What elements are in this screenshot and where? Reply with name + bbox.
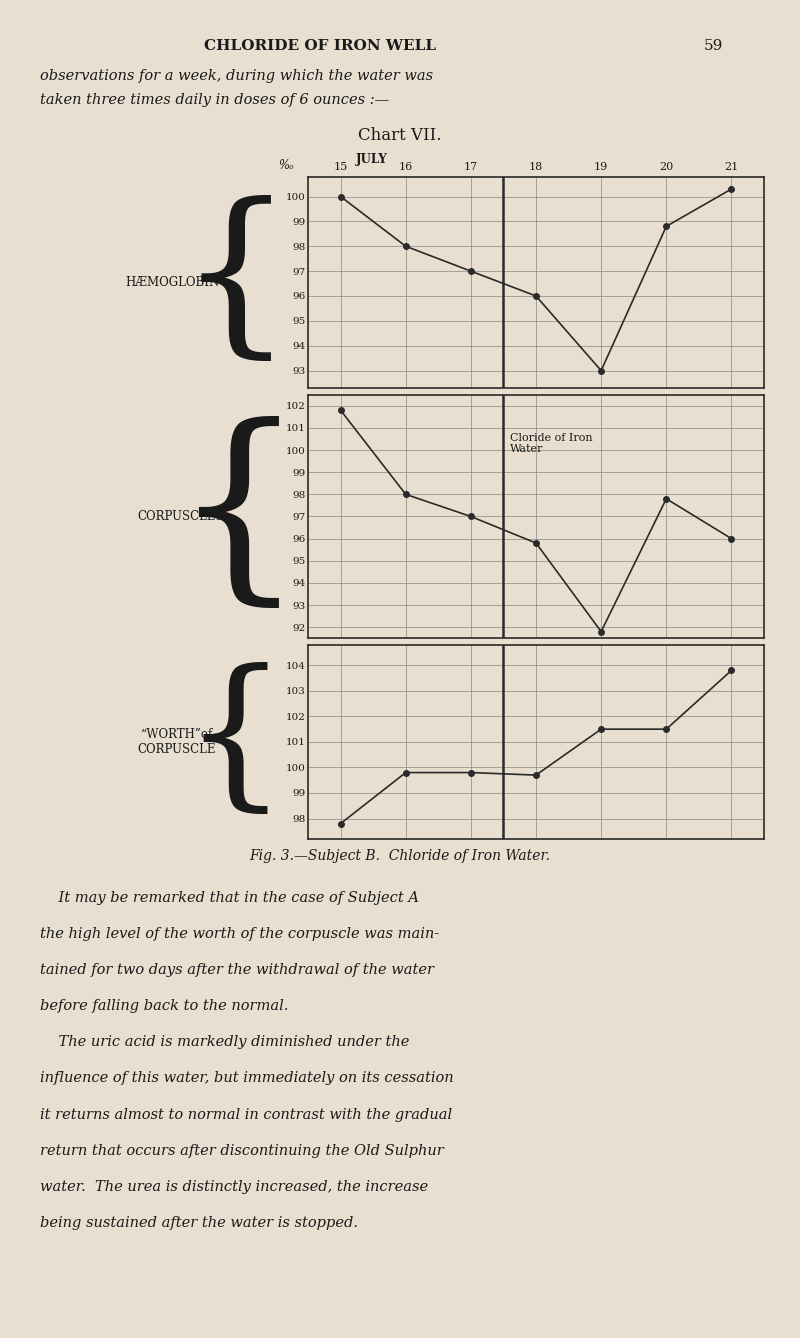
Text: The uric acid is markedly diminished under the: The uric acid is markedly diminished und… (40, 1036, 410, 1049)
Text: the high level of the worth of the corpuscle was main-: the high level of the worth of the corpu… (40, 927, 439, 941)
Text: influence of this water, but immediately on its cessation: influence of this water, but immediately… (40, 1072, 454, 1085)
Text: Cloride of Iron
Water: Cloride of Iron Water (510, 432, 593, 454)
Text: it returns almost to normal in contrast with the gradual: it returns almost to normal in contrast … (40, 1108, 452, 1121)
Text: CHLORIDE OF IRON WELL: CHLORIDE OF IRON WELL (204, 39, 436, 52)
Text: {: { (173, 416, 304, 617)
Text: Chart VII.: Chart VII. (358, 127, 442, 145)
Text: JULY: JULY (356, 154, 388, 166)
Text: CORPUSCLES: CORPUSCLES (138, 510, 224, 523)
Text: HÆMOGLOBIN: HÆMOGLOBIN (126, 276, 220, 289)
Text: It may be remarked that in the case of Subject A: It may be remarked that in the case of S… (40, 891, 419, 904)
Text: being sustained after the water is stopped.: being sustained after the water is stopp… (40, 1216, 358, 1230)
Text: return that occurs after discontinuing the Old Sulphur: return that occurs after discontinuing t… (40, 1144, 444, 1157)
Text: %ₒ: %ₒ (278, 159, 294, 171)
Text: before falling back to the normal.: before falling back to the normal. (40, 999, 288, 1013)
Text: {: { (179, 195, 293, 369)
Text: {: { (182, 662, 287, 822)
Text: water.  The urea is distinctly increased, the increase: water. The urea is distinctly increased,… (40, 1180, 428, 1193)
Text: tained for two days after the withdrawal of the water: tained for two days after the withdrawal… (40, 963, 434, 977)
Text: 59: 59 (704, 39, 723, 52)
Text: Fig. 3.—Subject B.  Chloride of Iron Water.: Fig. 3.—Subject B. Chloride of Iron Wate… (250, 850, 550, 863)
Text: observations for a week, during which the water was: observations for a week, during which th… (40, 70, 433, 83)
Text: taken three times daily in doses of 6 ounces :—: taken three times daily in doses of 6 ou… (40, 94, 390, 107)
Text: “WORTH”of
CORPUSCLE: “WORTH”of CORPUSCLE (138, 728, 216, 756)
